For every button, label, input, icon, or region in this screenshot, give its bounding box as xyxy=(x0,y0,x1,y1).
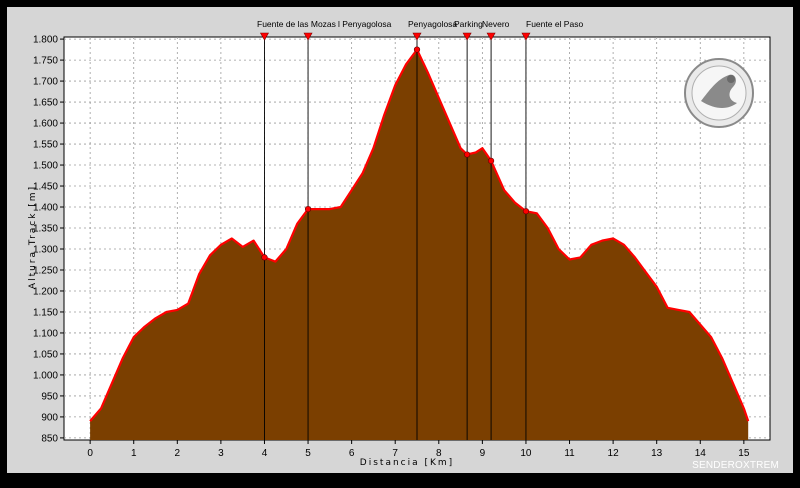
x-tick-label: 10 xyxy=(520,448,532,459)
waypoint-point xyxy=(487,157,495,164)
waypoint-marker xyxy=(521,32,531,41)
elevation-chart: Fuente de las Mozas l Penyagolosa Penyagol… xyxy=(28,19,771,468)
y-tick-label: 1.250 xyxy=(33,265,58,276)
waypoint-point xyxy=(261,254,268,261)
x-tick-label: 6 xyxy=(349,448,355,459)
y-tick-label: 900 xyxy=(41,412,58,423)
waypoint-point xyxy=(464,151,471,158)
waypoints: Fuente de las Mozas l Penyagolosa Penyagol… xyxy=(257,19,583,440)
waypoint-label: Fuente de las Mozas xyxy=(257,19,336,29)
x-tick-label: 8 xyxy=(436,448,442,459)
y-tick-label: 1.700 xyxy=(33,77,58,88)
waypoint-marker xyxy=(303,32,313,41)
y-tick-label: 1.300 xyxy=(33,244,58,255)
waypoint-label: Penyagolosa xyxy=(408,19,457,29)
x-tick-label: 1 xyxy=(131,448,137,459)
y-tick-label: 1.750 xyxy=(33,56,58,67)
waypoint-marker xyxy=(259,32,269,41)
x-tick-label: 14 xyxy=(695,448,707,459)
y-tick-label: 1.200 xyxy=(33,286,58,297)
elevation-area xyxy=(90,49,749,440)
waypoint-label: Nevero xyxy=(482,19,510,29)
waypoint-point xyxy=(413,46,421,53)
x-tick-label: 7 xyxy=(392,448,398,459)
y-tick-label: 1.050 xyxy=(33,349,58,360)
elevation-line xyxy=(89,48,750,422)
x-tick-label: 3 xyxy=(218,448,224,459)
y-tick-label: 1.450 xyxy=(33,182,58,193)
y-tick-label: 1.500 xyxy=(33,161,58,172)
y-tick-label: 1.600 xyxy=(33,119,58,130)
waypoint-label: l Penyagolosa xyxy=(338,19,392,29)
x-axis-ticks: 0 1 2 3 4 5 6 7 8 9 10 11 12 13 14 15 xyxy=(87,440,750,459)
x-tick-label: 2 xyxy=(175,448,181,459)
y-tick-label: 1.550 xyxy=(33,140,58,151)
y-tick-label: 1.150 xyxy=(33,307,58,318)
watermark: SENDEROXTREM xyxy=(692,460,779,471)
x-tick-label: 11 xyxy=(564,448,575,459)
x-tick-label: 12 xyxy=(608,448,620,459)
y-tick-label: 950 xyxy=(41,391,58,402)
waypoint-point xyxy=(522,208,530,215)
y-tick-label: 1.100 xyxy=(33,328,58,339)
y-tick-label: 1.800 xyxy=(33,35,58,46)
waypoint-marker xyxy=(462,32,472,41)
x-tick-label: 13 xyxy=(651,448,663,459)
y-tick-label: 1.650 xyxy=(33,98,58,109)
waypoint-marker xyxy=(486,32,496,41)
profile-area xyxy=(89,48,750,440)
x-tick-label: 0 xyxy=(87,448,93,459)
x-axis-title: Distancia [Km] xyxy=(360,458,454,468)
y-axis-title: Altura Track [m] xyxy=(28,185,38,289)
x-tick-label: 15 xyxy=(738,448,750,459)
globe-with-figure-icon xyxy=(684,58,754,128)
waypoint-label: Fuente el Paso xyxy=(526,19,583,29)
waypoint-marker xyxy=(412,32,422,41)
y-axis-ticks: 850 900 950 1.000 1.050 1.100 1.150 1.200 1.250 1… xyxy=(33,35,64,444)
y-tick-label: 1.000 xyxy=(33,370,58,381)
y-tick-label: 1.350 xyxy=(33,224,58,235)
x-tick-label: 5 xyxy=(305,448,311,459)
waypoint-point xyxy=(304,206,312,213)
y-tick-label: 1.400 xyxy=(33,203,58,214)
chart-frame: Fuente de las Mozas l Penyagolosa Penyagol… xyxy=(7,7,793,473)
x-tick-label: 4 xyxy=(262,448,268,459)
x-tick-label: 9 xyxy=(480,448,486,459)
y-tick-label: 850 xyxy=(41,433,58,444)
waypoint-label: Parking xyxy=(454,19,483,29)
